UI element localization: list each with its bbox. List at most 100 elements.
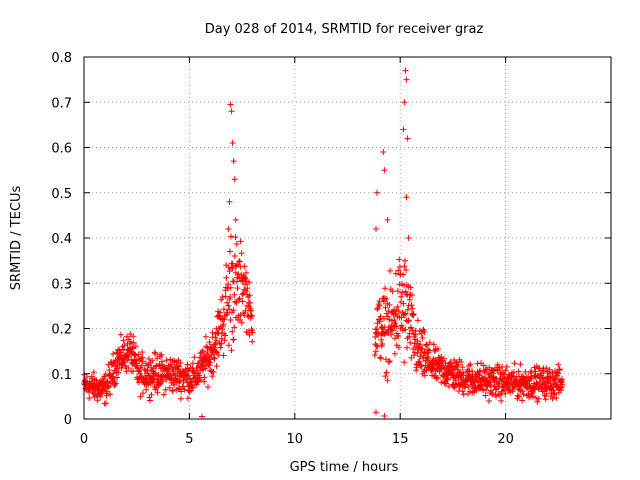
- data-point: [426, 357, 432, 364]
- data-point: [401, 263, 408, 270]
- y-tick-labels: 0 0.1 0.2 0.3 0.4 0.5 0.6 0.7 0.8: [51, 51, 72, 428]
- data-point: [458, 358, 465, 365]
- data-point: [400, 271, 407, 278]
- data-point: [246, 292, 253, 299]
- data-point: [201, 374, 208, 381]
- data-point: [127, 338, 134, 345]
- data-point: [452, 382, 459, 389]
- data-point: [373, 226, 379, 232]
- data-point: [497, 392, 504, 399]
- data-point: [94, 397, 101, 404]
- data-point: [107, 391, 114, 398]
- data-point: [226, 306, 233, 313]
- data-point: [402, 326, 409, 333]
- data-point: [225, 281, 232, 288]
- data-point: [403, 291, 410, 298]
- data-point: [247, 305, 254, 312]
- data-point: [398, 322, 405, 329]
- data-point: [443, 380, 450, 387]
- data-point: [238, 250, 245, 257]
- data-point: [232, 216, 239, 223]
- data-point: [121, 342, 128, 349]
- data-point: [162, 386, 169, 393]
- data-point: [383, 369, 390, 376]
- data-point: [517, 361, 524, 368]
- data-point: [373, 409, 379, 416]
- data-point: [139, 354, 146, 361]
- data-point: [388, 331, 395, 338]
- data-point: [551, 390, 558, 397]
- data-point: [482, 392, 489, 399]
- data-point: [229, 140, 236, 146]
- data-point: [242, 281, 249, 288]
- y-tick-label: 0.3: [51, 277, 72, 292]
- data-point: [84, 374, 90, 380]
- data-point: [395, 308, 402, 315]
- x-tick-label: 15: [392, 432, 409, 447]
- data-point: [228, 347, 235, 354]
- data-point: [236, 295, 243, 302]
- data-point: [231, 324, 238, 331]
- data-point: [405, 235, 412, 241]
- data-point: [408, 302, 415, 309]
- data-point: [549, 395, 556, 402]
- data-point: [403, 76, 410, 83]
- data-point: [90, 382, 97, 389]
- data-point: [418, 330, 425, 337]
- data-point: [217, 309, 224, 316]
- data-point: [401, 99, 408, 106]
- data-point: [137, 393, 144, 400]
- data-point: [410, 311, 417, 317]
- data-point: [444, 376, 451, 383]
- data-point: [105, 384, 112, 391]
- data-point: [243, 269, 250, 276]
- data-point: [378, 336, 385, 343]
- data-point: [239, 298, 246, 305]
- data-point: [86, 395, 93, 402]
- data-point: [475, 371, 482, 378]
- data-point: [212, 340, 219, 347]
- data-point: [110, 376, 117, 383]
- data-point: [225, 226, 232, 232]
- data-point: [498, 397, 505, 404]
- data-point: [120, 337, 127, 344]
- data-point: [419, 334, 426, 341]
- data-point: [464, 377, 471, 384]
- data-point: [232, 234, 239, 241]
- data-point: [231, 291, 238, 298]
- data-point: [154, 389, 161, 396]
- y-tick-label: 0.7: [51, 96, 72, 111]
- data-point: [249, 338, 256, 345]
- data-point: [503, 363, 510, 370]
- data-point: [511, 369, 517, 376]
- grid-lines: [84, 57, 611, 419]
- data-point: [246, 299, 253, 306]
- data-point: [229, 260, 236, 267]
- data-point: [395, 333, 402, 339]
- data-point: [222, 293, 229, 300]
- data-point: [177, 395, 184, 402]
- data-point: [416, 353, 423, 360]
- data-point: [227, 294, 234, 301]
- data-point: [191, 354, 198, 361]
- data-point: [220, 321, 227, 328]
- data-point: [158, 351, 165, 358]
- data-point: [543, 391, 550, 397]
- data-point: [489, 390, 496, 397]
- data-point: [160, 391, 167, 398]
- data-point: [515, 393, 522, 400]
- data-point: [163, 357, 170, 364]
- data-point: [153, 362, 160, 369]
- data-point: [130, 333, 137, 340]
- data-point: [414, 317, 421, 324]
- data-point: [465, 383, 472, 390]
- data-point: [220, 306, 227, 313]
- data-point: [393, 323, 400, 330]
- data-point: [148, 391, 155, 398]
- y-tick-label: 0.8: [51, 51, 72, 66]
- data-point: [402, 310, 409, 317]
- data-point: [227, 248, 233, 255]
- data-point: [230, 158, 237, 165]
- data-point: [373, 326, 380, 332]
